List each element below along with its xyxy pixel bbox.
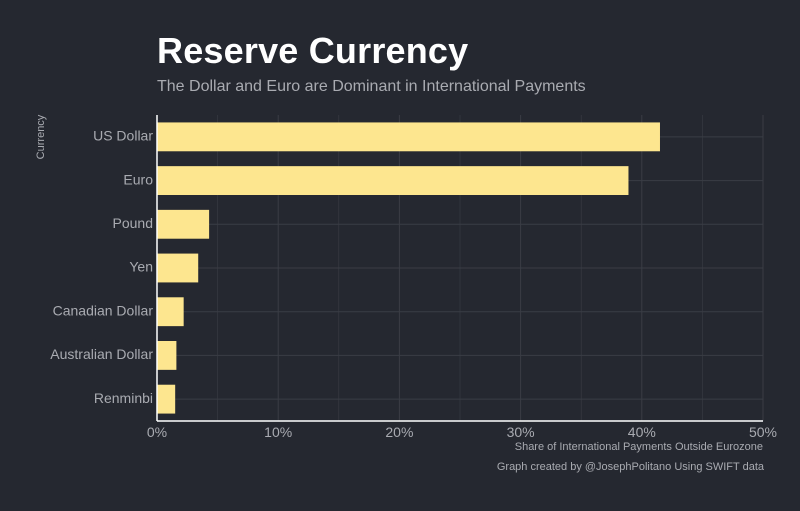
chart-title: Reserve Currency (157, 30, 469, 71)
bar-euro (157, 166, 629, 195)
x-tick-label: 10% (264, 424, 292, 440)
chart-subtitle: The Dollar and Euro are Dominant in Inte… (157, 78, 586, 95)
category-label: Australian Dollar (50, 346, 153, 362)
x-axis-title: Share of International Payments Outside … (515, 441, 763, 453)
category-label: US Dollar (93, 128, 153, 144)
category-label: Pound (113, 215, 153, 231)
category-label: Yen (129, 259, 153, 275)
category-label: Canadian Dollar (53, 302, 154, 318)
category-label: Euro (123, 171, 153, 187)
x-tick-label: 50% (749, 424, 777, 440)
bar-australian-dollar (157, 341, 177, 370)
x-tick-label: 20% (385, 424, 413, 440)
bar-us-dollar (157, 122, 660, 152)
x-tick-label: 0% (147, 424, 167, 440)
chart-caption: Graph created by @JosephPolitano Using S… (496, 461, 764, 473)
x-tick-label: 30% (507, 424, 535, 440)
bar-canadian-dollar (157, 297, 184, 327)
bar-pound (157, 209, 210, 239)
bar-renminbi (157, 384, 176, 414)
bar-yen (157, 253, 199, 283)
category-label: Renminbi (94, 390, 153, 406)
x-tick-label: 40% (628, 424, 656, 440)
y-axis-title: Currency (35, 114, 47, 159)
